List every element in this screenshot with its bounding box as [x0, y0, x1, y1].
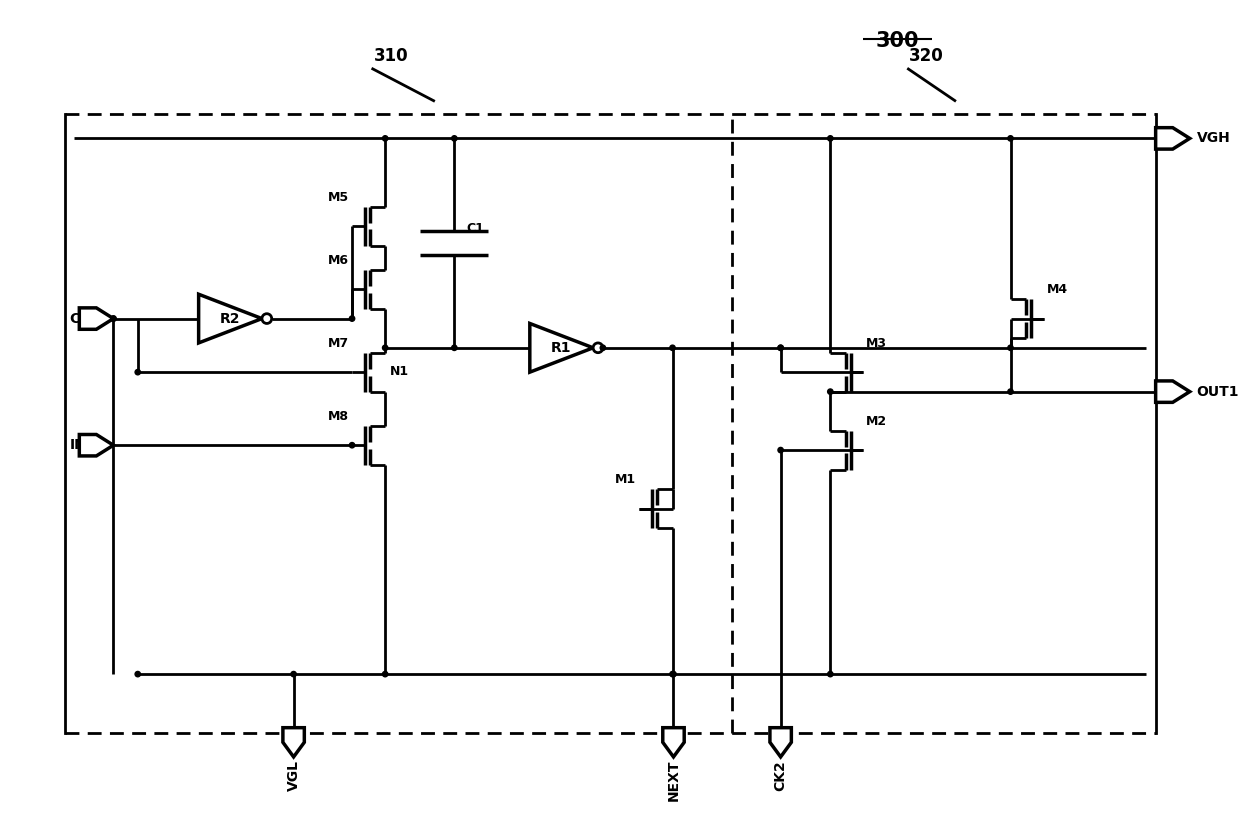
- Text: CK1: CK1: [69, 312, 100, 326]
- Circle shape: [291, 671, 296, 676]
- Polygon shape: [1156, 381, 1189, 402]
- Circle shape: [671, 671, 676, 676]
- Circle shape: [350, 316, 355, 322]
- Polygon shape: [770, 728, 791, 757]
- Circle shape: [135, 370, 140, 375]
- Circle shape: [1008, 345, 1013, 351]
- Text: M7: M7: [329, 337, 350, 350]
- Text: R1: R1: [552, 341, 572, 355]
- Circle shape: [827, 389, 833, 395]
- Text: C1: C1: [466, 222, 484, 235]
- Circle shape: [593, 343, 603, 352]
- Circle shape: [827, 671, 833, 676]
- Polygon shape: [79, 307, 113, 329]
- Circle shape: [670, 671, 676, 676]
- Circle shape: [382, 671, 388, 676]
- Circle shape: [1008, 389, 1013, 395]
- Text: CK2: CK2: [774, 760, 787, 790]
- Text: R2: R2: [219, 312, 241, 326]
- Text: M6: M6: [329, 254, 350, 267]
- Text: OUT1: OUT1: [1197, 385, 1239, 399]
- Circle shape: [827, 135, 833, 141]
- Circle shape: [670, 345, 676, 351]
- Text: VGH: VGH: [1197, 131, 1230, 145]
- Polygon shape: [1156, 128, 1189, 149]
- Circle shape: [135, 671, 140, 676]
- Text: N1: N1: [391, 366, 409, 378]
- Text: M4: M4: [1047, 283, 1068, 296]
- Polygon shape: [283, 728, 304, 757]
- Text: 320: 320: [909, 47, 944, 66]
- Circle shape: [382, 135, 388, 141]
- Text: M1: M1: [615, 473, 636, 486]
- Polygon shape: [79, 435, 113, 456]
- Text: IN: IN: [69, 438, 87, 452]
- Text: 310: 310: [373, 47, 408, 66]
- Circle shape: [451, 135, 458, 141]
- Text: M3: M3: [867, 337, 888, 350]
- Circle shape: [777, 447, 784, 453]
- Text: NEXT: NEXT: [666, 760, 681, 801]
- Polygon shape: [662, 728, 684, 757]
- Circle shape: [382, 345, 388, 351]
- Circle shape: [777, 345, 784, 351]
- Circle shape: [110, 316, 117, 322]
- Text: M2: M2: [867, 415, 888, 428]
- Circle shape: [777, 345, 784, 351]
- Text: M5: M5: [329, 190, 350, 204]
- Circle shape: [350, 443, 355, 448]
- Circle shape: [1008, 135, 1013, 141]
- Text: 300: 300: [875, 32, 919, 52]
- Circle shape: [451, 345, 458, 351]
- Circle shape: [600, 345, 605, 351]
- Text: M8: M8: [329, 410, 350, 423]
- Circle shape: [262, 314, 272, 323]
- Text: VGL: VGL: [286, 760, 300, 791]
- Circle shape: [110, 316, 117, 322]
